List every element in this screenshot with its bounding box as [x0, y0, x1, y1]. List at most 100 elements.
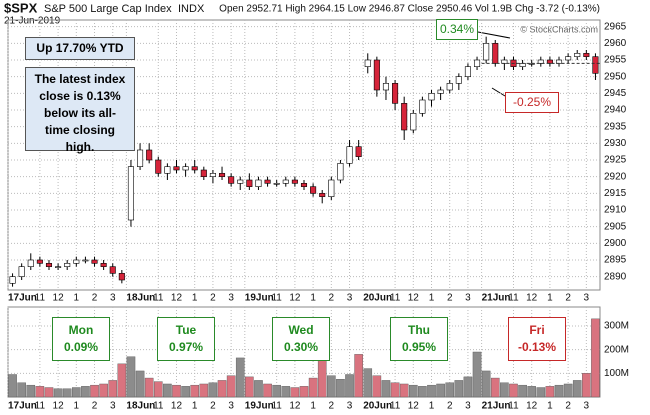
stats: Open 2952.71 High 2964.15 Low 2946.87 Cl…: [219, 4, 600, 15]
x-tick-label: 11: [35, 401, 46, 412]
x-tick-label: 20Jun: [363, 293, 392, 304]
candle-body: [373, 59, 380, 91]
volume-bar: [62, 388, 72, 398]
candle-body: [437, 89, 444, 94]
volume-bar: [99, 383, 108, 398]
x-tick-label: 1: [192, 401, 198, 412]
x-tick-label: 12: [171, 401, 183, 412]
x-tick-label: 3: [465, 293, 471, 304]
y-tick-label: 300M: [604, 321, 629, 332]
x-tick-label: 11: [508, 401, 519, 412]
y-tick-label: 2905: [604, 221, 627, 232]
volume-bar: [527, 386, 536, 398]
credit: © StockCharts.com: [520, 24, 598, 34]
candle-body: [246, 179, 253, 187]
candle-body: [428, 93, 435, 101]
volume-bar: [308, 377, 318, 398]
volume-bar: [8, 374, 17, 398]
x-tick-label: 2: [92, 401, 98, 412]
volume-bar: [281, 386, 291, 398]
candle-body: [64, 263, 71, 267]
y-tick-label: 2945: [604, 88, 627, 99]
y-tick-label: 2895: [604, 255, 627, 266]
x-tick-label: 3: [584, 401, 590, 412]
y-tick-label: 2930: [604, 138, 627, 149]
x-tick-label: 17Jun: [8, 293, 37, 304]
candle-body: [455, 76, 462, 84]
x-tick-label: 2: [447, 293, 453, 304]
candle-body: [464, 66, 471, 77]
candle-body: [537, 59, 544, 64]
volume-bar: [44, 387, 54, 398]
x-tick-label: 12: [289, 293, 301, 304]
volume-bar: [463, 376, 473, 398]
y-tick-label: 100M: [604, 368, 629, 379]
arrow: [491, 87, 506, 97]
x-tick-label: 12: [526, 401, 538, 412]
candle-body: [483, 43, 490, 61]
candle-body: [45, 263, 53, 267]
exchange: INDX: [178, 3, 205, 15]
index-name: S&P 500 Large Cap Index: [44, 3, 172, 15]
x-tick-label: 11: [271, 293, 282, 304]
candle-body: [137, 149, 144, 167]
volume-bar: [190, 384, 200, 398]
candle-body: [73, 259, 80, 264]
day-box: Fri -0.13%: [508, 317, 566, 361]
x-tick-label: 12: [53, 293, 65, 304]
candle-body: [592, 56, 599, 74]
ytd-box: Up 17.70% YTD: [25, 37, 135, 60]
y-tick-label: 2965: [604, 21, 627, 32]
volume-bar: [582, 373, 591, 398]
candle-body: [446, 83, 453, 91]
day-day: Wed: [288, 323, 314, 337]
x-tick-label: 3: [347, 293, 353, 304]
candle-body: [282, 179, 289, 184]
x-tick-label: 18Jun: [126, 401, 155, 412]
volume-bar: [245, 376, 254, 398]
volume-bar: [263, 383, 272, 398]
candle-body: [91, 259, 98, 264]
volume-bar: [563, 383, 573, 398]
volume-bar: [108, 380, 118, 398]
x-tick-label: 12: [289, 401, 301, 412]
y-tick-label: 2920: [604, 171, 627, 182]
candle-body: [346, 146, 353, 164]
candle-body: [419, 99, 426, 114]
candle-body: [36, 259, 43, 264]
volume-bar: [436, 383, 445, 398]
x-tick-label: 1: [429, 401, 435, 412]
candle-body: [228, 176, 235, 184]
candle-body: [546, 59, 553, 64]
candle-body: [18, 266, 25, 277]
x-tick-label: 12: [408, 293, 420, 304]
candle-body: [300, 183, 308, 187]
day-change: 0.97%: [168, 340, 204, 354]
volume-bar: [217, 380, 227, 398]
volume-bar: [354, 354, 363, 398]
day-change: 0.09%: [63, 340, 99, 354]
volume-bar: [408, 384, 418, 398]
candle-body: [328, 179, 335, 197]
volume-bar: [226, 375, 236, 398]
candle-body: [410, 113, 417, 131]
x-tick-label: 3: [228, 401, 234, 412]
volume-bar: [272, 384, 281, 398]
x-tick-label: 11: [390, 293, 401, 304]
candle-body: [118, 273, 125, 281]
x-tick-label: 12: [53, 401, 65, 412]
volume-bar: [254, 380, 263, 398]
volume-bar: [144, 377, 154, 398]
candle-body: [164, 166, 171, 174]
volume-bar: [172, 384, 181, 398]
x-tick-label: 11: [153, 401, 164, 412]
volume-bar: [372, 375, 382, 398]
x-tick-label: 21Jun: [482, 293, 511, 304]
volume-bar: [163, 383, 172, 398]
x-tick-label: 17Jun: [8, 401, 37, 412]
candle-body: [109, 266, 116, 274]
volume-bar: [72, 387, 81, 398]
x-tick-label: 2: [565, 293, 571, 304]
